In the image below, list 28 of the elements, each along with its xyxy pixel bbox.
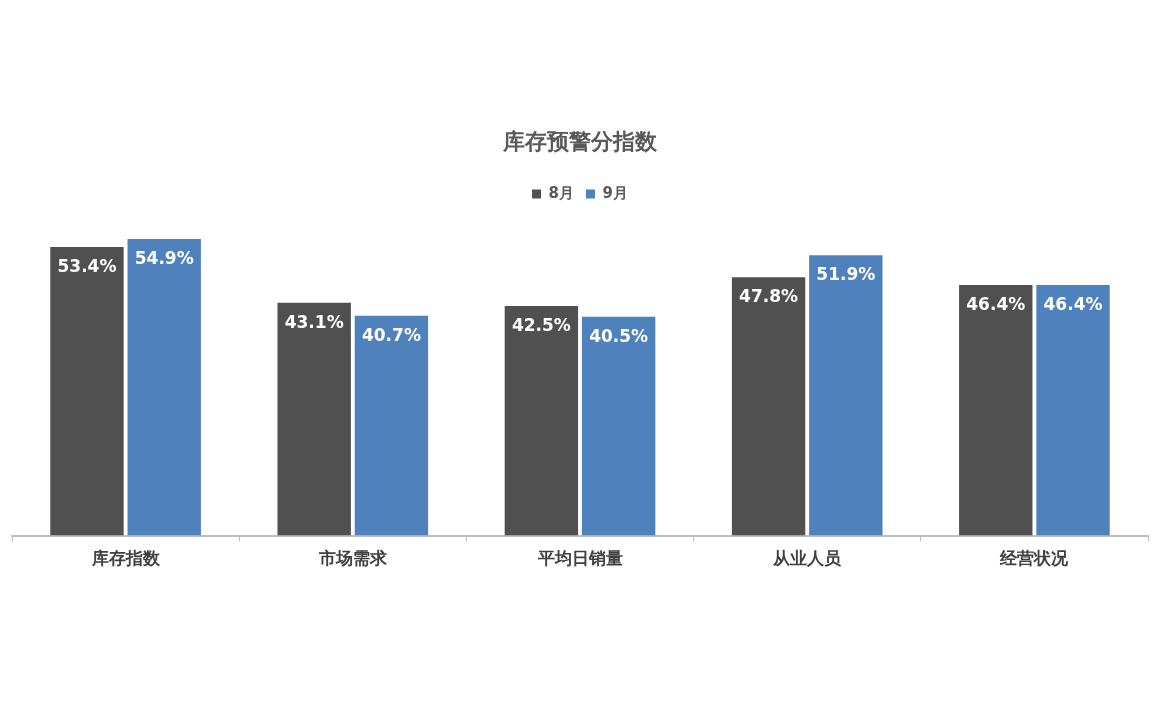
- bar: [504, 305, 579, 536]
- bar: [959, 284, 1033, 536]
- data-label: 46.4%: [1043, 293, 1103, 314]
- bar: [354, 315, 429, 536]
- x-tick-label: 平均日销量: [536, 548, 623, 569]
- data-label: 40.7%: [361, 324, 421, 345]
- bar: [127, 238, 201, 536]
- data-label: 43.1%: [284, 311, 344, 332]
- bar: [50, 247, 124, 536]
- data-label: 42.5%: [511, 314, 571, 335]
- x-tick-label: 经营状况: [999, 548, 1070, 569]
- legend-label: 8月: [548, 183, 574, 202]
- bar: [1036, 284, 1110, 536]
- data-label: 40.5%: [589, 325, 649, 346]
- data-label: 51.9%: [816, 264, 876, 285]
- bar: [809, 255, 883, 536]
- x-tick-label: 库存指数: [90, 548, 161, 569]
- bar: [581, 316, 656, 536]
- chart-title: 库存预警分指数: [502, 128, 658, 154]
- data-label: 54.9%: [134, 247, 194, 268]
- data-label: 53.4%: [57, 255, 117, 276]
- x-tick-label: 市场需求: [317, 548, 388, 569]
- bar: [277, 302, 351, 536]
- data-label: 46.4%: [966, 293, 1026, 314]
- data-label: 47.8%: [739, 286, 799, 307]
- legend-label: 9月: [602, 183, 628, 202]
- bar: [731, 277, 806, 536]
- x-tick-label: 从业人员: [772, 548, 843, 569]
